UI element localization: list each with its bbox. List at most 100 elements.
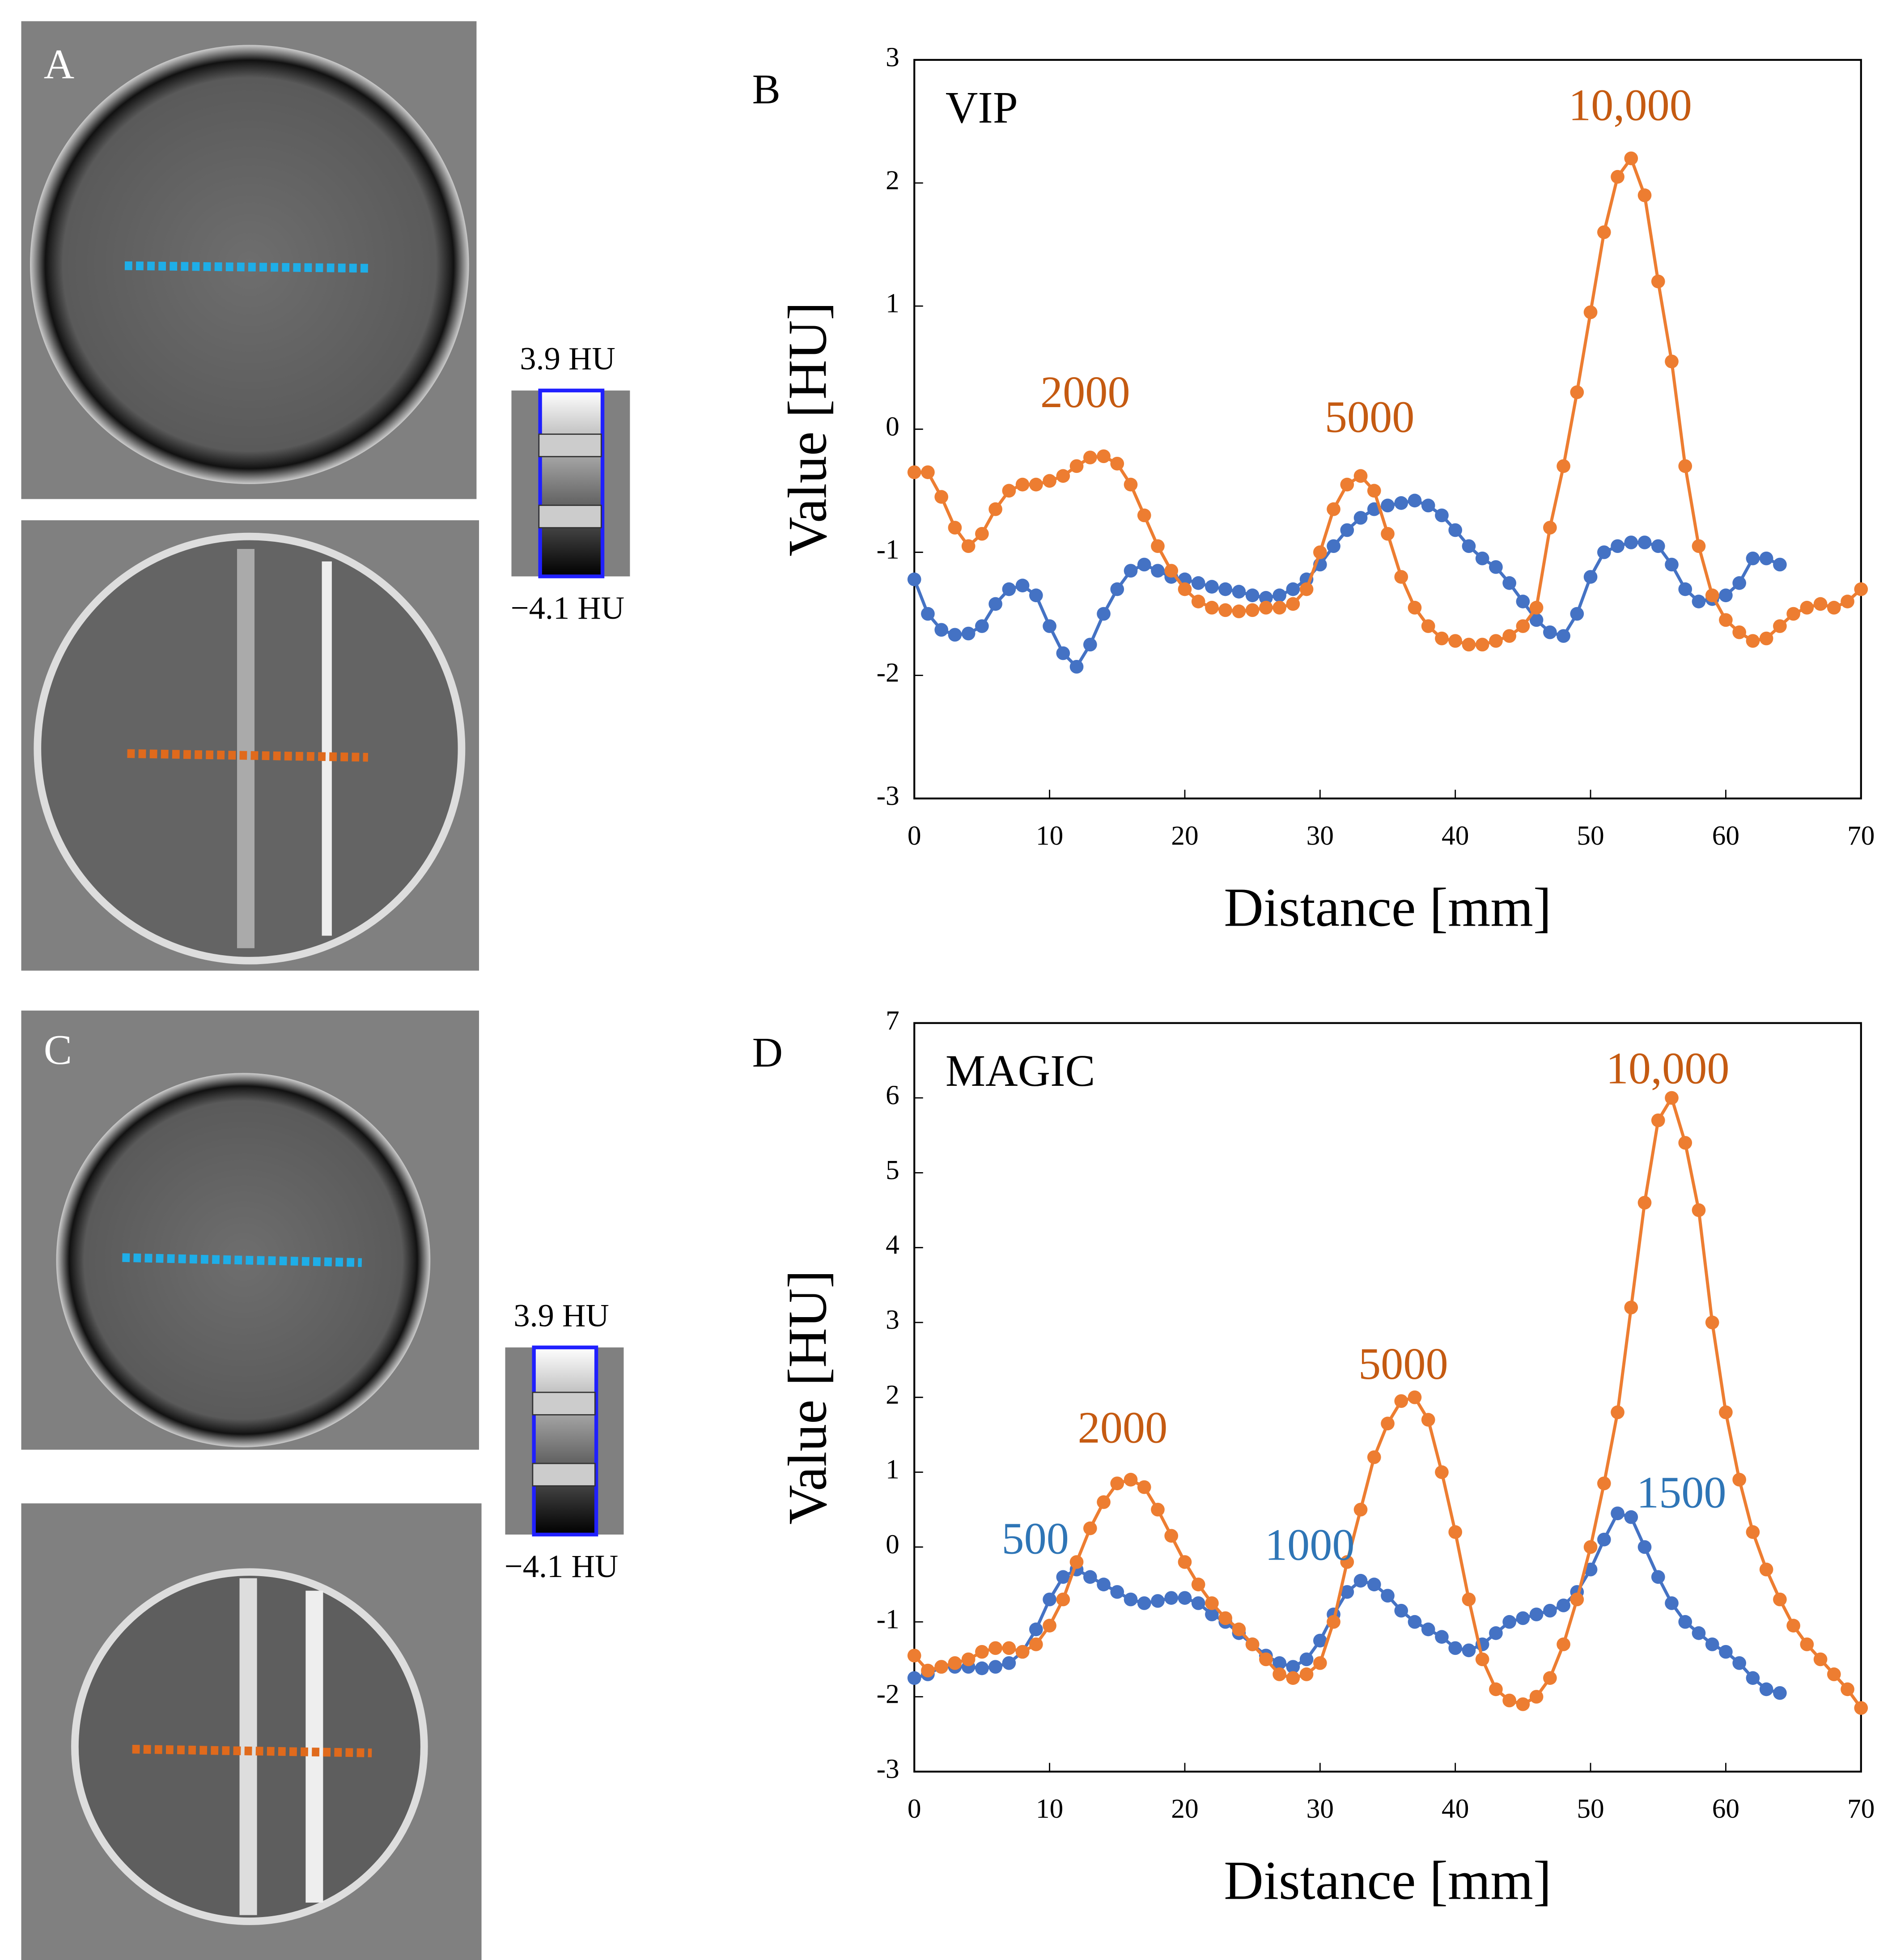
data-point <box>948 521 962 535</box>
data-point <box>1827 1667 1841 1681</box>
data-point <box>1056 1592 1070 1607</box>
data-point <box>1421 1413 1435 1427</box>
data-point <box>1002 1656 1016 1670</box>
data-point <box>1529 613 1544 627</box>
data-point <box>988 1641 1002 1655</box>
data-point <box>1759 551 1773 565</box>
data-point <box>1665 354 1679 369</box>
data-point <box>1611 1506 1625 1520</box>
y-tick-label: 0 <box>886 411 899 442</box>
data-point <box>1462 539 1476 553</box>
data-point <box>1381 1589 1395 1603</box>
data-point <box>1692 539 1706 553</box>
panel-label: D <box>752 1029 783 1076</box>
data-point <box>1732 625 1747 639</box>
data-point <box>1367 1577 1381 1591</box>
data-point <box>1786 607 1800 621</box>
data-point <box>1069 459 1084 473</box>
y-tick-label: 3 <box>886 42 899 72</box>
data-point <box>1597 1476 1611 1491</box>
data-point <box>1773 557 1787 572</box>
data-point <box>1746 1525 1760 1539</box>
data-point <box>1327 539 1340 553</box>
data-point <box>1286 582 1300 596</box>
data-point <box>1259 600 1273 615</box>
data-point <box>1137 1596 1151 1610</box>
data-point <box>1245 588 1260 603</box>
data-point <box>1381 527 1395 541</box>
y-tick-label: 2 <box>886 1379 899 1410</box>
data-point <box>1408 1615 1422 1629</box>
data-point <box>975 1661 989 1675</box>
data-point <box>988 502 1002 516</box>
data-point <box>1137 557 1151 572</box>
data-point <box>1272 588 1286 603</box>
x-tick-label: 60 <box>1712 1794 1739 1824</box>
data-point <box>1056 646 1070 660</box>
data-point <box>1435 1465 1449 1479</box>
data-point <box>1773 1592 1787 1607</box>
annotation: 5000 <box>1358 1339 1448 1389</box>
data-point <box>1340 523 1354 537</box>
data-point <box>1475 638 1489 652</box>
data-point <box>1543 521 1557 535</box>
data-point <box>1394 496 1408 510</box>
x-tick-label: 50 <box>1577 821 1604 851</box>
y-tick-label: 2 <box>886 165 899 196</box>
data-point <box>975 619 989 633</box>
data-point <box>1435 508 1449 523</box>
data-point <box>1124 1592 1138 1607</box>
data-point <box>1205 1596 1219 1610</box>
data-point <box>1367 484 1381 498</box>
series-line <box>913 1094 1862 1709</box>
data-point <box>1746 1671 1760 1685</box>
data-point <box>1056 1570 1070 1584</box>
data-point <box>1557 1637 1570 1651</box>
plot-frame <box>913 1022 1862 1773</box>
y-tick-label: 1 <box>886 1454 899 1485</box>
data-point <box>1218 1611 1232 1625</box>
data-point <box>1327 1615 1340 1629</box>
data-point <box>1421 619 1435 633</box>
image-a-top <box>21 21 477 499</box>
data-point <box>1043 474 1056 488</box>
data-point <box>1557 629 1570 643</box>
data-point <box>907 1671 921 1685</box>
data-point <box>1381 498 1395 513</box>
data-point <box>1651 539 1665 553</box>
data-point <box>1151 564 1165 578</box>
x-axis-label: Distance [mm] <box>1224 877 1551 938</box>
data-point <box>1353 511 1368 525</box>
data-point <box>1651 1113 1665 1127</box>
data-point <box>1448 523 1463 537</box>
data-point <box>1529 1607 1544 1621</box>
data-point <box>1069 660 1084 674</box>
data-point <box>1124 1473 1138 1487</box>
data-point <box>1178 1591 1192 1605</box>
data-point <box>1191 595 1205 608</box>
data-point <box>1800 1637 1814 1651</box>
y-tick-label: -1 <box>877 1604 899 1634</box>
data-point <box>975 1645 989 1659</box>
data-point <box>1340 1585 1354 1599</box>
data-point <box>1408 600 1422 615</box>
panel-label: A <box>44 41 74 88</box>
data-point <box>1110 1585 1124 1599</box>
data-point <box>1597 1532 1611 1547</box>
data-point <box>1124 564 1138 578</box>
y-axis-label: Value [HU] <box>777 1270 838 1525</box>
data-point <box>1286 1660 1300 1674</box>
x-tick-label: 30 <box>1306 1794 1334 1824</box>
data-point <box>1665 1091 1679 1105</box>
data-point <box>1340 477 1354 492</box>
data-point <box>961 626 976 641</box>
colorbar-min: −4.1 HU <box>505 1548 618 1584</box>
data-point <box>1732 1656 1747 1670</box>
data-point <box>1381 1416 1395 1431</box>
data-point <box>1746 551 1760 565</box>
data-point <box>1557 1599 1570 1612</box>
data-point <box>1232 585 1246 599</box>
data-point <box>1299 1667 1314 1681</box>
y-tick-label: -3 <box>877 1754 899 1784</box>
data-point <box>1394 1394 1408 1408</box>
